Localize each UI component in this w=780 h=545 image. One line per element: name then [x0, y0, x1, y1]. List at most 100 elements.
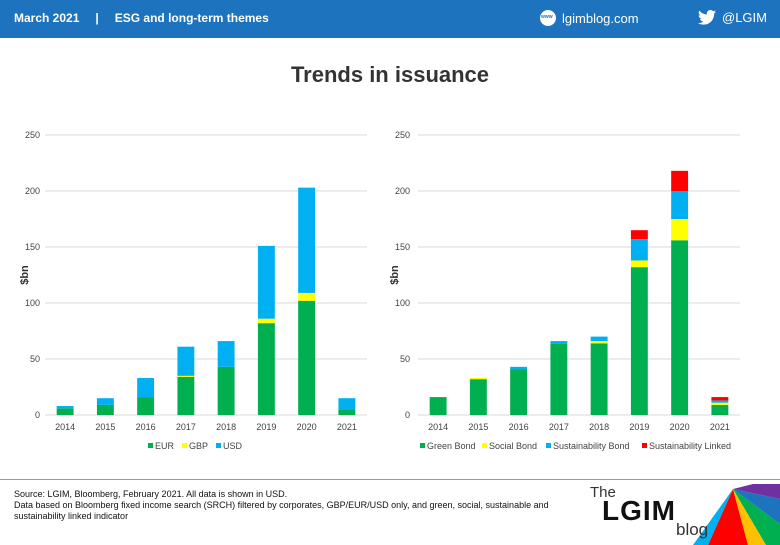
bar-segment [56, 408, 74, 415]
y-axis-label: $bn [19, 265, 31, 285]
bar-segment [671, 219, 689, 241]
x-tick-label: 2020 [670, 422, 690, 432]
bar-segment [590, 336, 608, 342]
legend-swatch [420, 443, 425, 448]
x-tick-label: 2021 [337, 422, 357, 432]
x-tick-label: 2018 [589, 422, 609, 432]
legend-swatch [216, 443, 221, 448]
charts-canvas: 0 50 100 150 200 250 $bn 2014 2015 2016 2017 2018 20… [19, 130, 740, 451]
bar-segment [338, 409, 356, 415]
y-tick-label: 0 [35, 410, 40, 420]
y-tick-label: 100 [395, 298, 410, 308]
legend-swatch [546, 443, 551, 448]
y-tick-label: 150 [25, 242, 40, 252]
bar-segment [257, 245, 275, 319]
bar-segment [338, 398, 356, 410]
lgim-blog-logo: The LGIM blog [588, 484, 780, 545]
bar-segment [550, 343, 568, 415]
x-tick-label: 2014 [428, 422, 448, 432]
x-tick-label: 2014 [55, 422, 75, 432]
x-tick-label: 2019 [256, 422, 276, 432]
bar-segment [671, 240, 689, 415]
bar-segment [429, 397, 447, 415]
site-label: lgimblog.com [562, 10, 639, 26]
source-note: Source: LGIM, Bloomberg, February 2021. … [14, 489, 574, 522]
x-tick-label: 2021 [710, 422, 730, 432]
bar-segment [137, 378, 155, 398]
page-title: Trends in issuance [290, 62, 490, 87]
legend-swatch [482, 443, 487, 448]
legend-label: Sustainability Bond [553, 441, 630, 451]
y-tick-label: 100 [25, 298, 40, 308]
bar-segment [469, 378, 487, 380]
bar-segment [630, 260, 648, 268]
bar-segment [671, 191, 689, 219]
y-tick-label: 250 [395, 130, 410, 140]
bar-segment [671, 170, 689, 191]
bar-segment [257, 323, 275, 415]
x-tick-label: 2016 [509, 422, 529, 432]
legend-label: Sustainability Linked [649, 441, 731, 451]
logo-the: The [590, 484, 616, 501]
bar-segment [630, 267, 648, 415]
legend-swatch [182, 443, 187, 448]
y-tick-label: 200 [395, 186, 410, 196]
twitter-icon [698, 10, 716, 25]
bar-segment [298, 300, 316, 415]
bar-segment [550, 341, 568, 344]
source-line-1: Source: LGIM, Bloomberg, February 2021. … [14, 489, 288, 499]
x-tick-label: 2015 [95, 422, 115, 432]
bar-segment [177, 375, 195, 377]
twitter-handle: @LGIM [722, 10, 767, 25]
bar-segment [177, 376, 195, 415]
legend-swatch [148, 443, 153, 448]
x-tick-label: 2015 [468, 422, 488, 432]
header-bar: March 2021 | ESG and long-term themes lgim… [0, 0, 780, 38]
umbrella-graphic [693, 484, 780, 545]
bar-segment [177, 346, 195, 376]
twitter-link[interactable]: @LGIM [698, 10, 767, 25]
bar-segment [96, 398, 114, 405]
bar-segment [217, 366, 235, 415]
legend-swatch [642, 443, 647, 448]
bar-segment [96, 404, 114, 415]
x-tick-label: 2020 [297, 422, 317, 432]
logo-blog: blog [676, 520, 709, 539]
globe-icon [540, 10, 556, 26]
bar-segment [469, 379, 487, 415]
x-tick-label: 2016 [136, 422, 156, 432]
legend-label: Social Bond [489, 441, 537, 451]
y-tick-label: 50 [400, 354, 410, 364]
header-breadcrumb: March 2021 | ESG and long-term themes [14, 11, 269, 25]
x-tick-label: 2018 [216, 422, 236, 432]
bar-segment [630, 230, 648, 240]
y-tick-label: 200 [25, 186, 40, 196]
footer-divider [0, 479, 780, 480]
legend-label: EUR [155, 441, 175, 451]
bar-segment [56, 406, 74, 409]
y-tick-label: 250 [25, 130, 40, 140]
bar-segment [711, 404, 729, 415]
logo-lgim: LGIM [602, 495, 676, 526]
bar-segment [711, 402, 729, 405]
bar-segment [137, 397, 155, 415]
bar-segment [630, 239, 648, 261]
y-tick-label: 0 [405, 410, 410, 420]
x-tick-label: 2019 [629, 422, 649, 432]
bar-segment [298, 292, 316, 301]
source-line-2: Data based on Bloomberg fixed income sea… [14, 500, 549, 521]
bar-segment [217, 341, 235, 367]
x-tick-label: 2017 [176, 422, 196, 432]
bar-segment [711, 400, 729, 403]
y-axis-label: $bn [389, 265, 401, 285]
header-section: ESG and long-term themes [114, 11, 269, 25]
bar-segment [298, 187, 316, 293]
legend-label: Green Bond [427, 441, 476, 451]
legend-label: USD [223, 441, 243, 451]
site-link[interactable]: lgimblog.com [540, 10, 639, 26]
header-date: March 2021 [14, 11, 80, 25]
legend-label: GBP [189, 441, 208, 451]
y-tick-label: 150 [395, 242, 410, 252]
bar-segment [257, 318, 275, 324]
x-tick-label: 2017 [549, 422, 569, 432]
